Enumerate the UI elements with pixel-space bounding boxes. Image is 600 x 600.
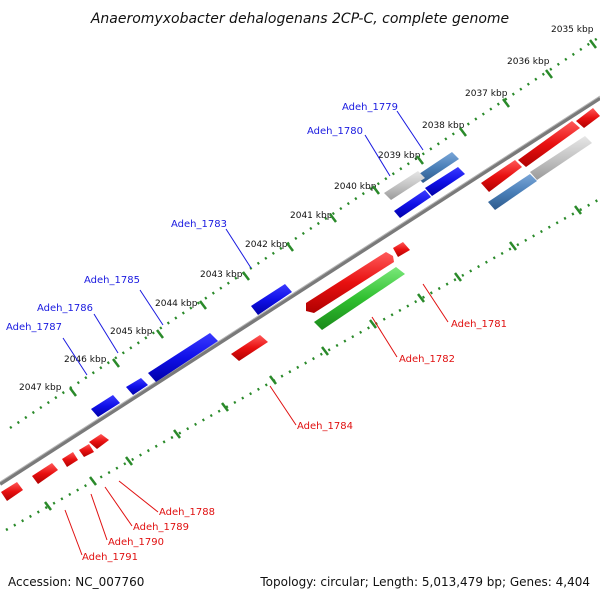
gene-adeh-1779[interactable] [416, 152, 459, 183]
tick-label-2043: 2043 kbp [200, 270, 243, 280]
tick-label-2040: 2040 kbp [334, 182, 377, 192]
tick-label-2046: 2046 kbp [64, 355, 107, 365]
genome-backbone-highlight [0, 95, 600, 483]
gene-adeh-1780[interactable] [384, 167, 465, 218]
gene-label-adeh-1785[interactable]: Adeh_1785 [84, 275, 140, 286]
gene-label-adeh-1780[interactable]: Adeh_1780 [307, 126, 363, 137]
minus-major-ticks [44, 205, 582, 511]
tick-label-2044: 2044 kbp [155, 299, 198, 309]
gene-adeh-1781[interactable] [306, 242, 410, 313]
plus-strand-tick-track [9, 36, 599, 430]
gene-label-adeh-1779[interactable]: Adeh_1779 [342, 102, 398, 113]
gene-label-adeh-1789[interactable]: Adeh_1789 [133, 522, 189, 533]
gene-adeh-1784[interactable] [231, 335, 268, 361]
gene-adeh-1783[interactable] [251, 284, 292, 315]
accession-text: Accession: NC_007760 [8, 575, 144, 589]
tick-label-2047: 2047 kbp [19, 383, 62, 393]
tick-label-2036: 2036 kbp [507, 57, 550, 67]
gene-label-adeh-1788[interactable]: Adeh_1788 [159, 507, 215, 518]
plus-major-ticks [69, 39, 597, 397]
map-title: Anaeromyxobacter dehalogenans 2CP-C, com… [90, 11, 509, 27]
gene-label-adeh-1787[interactable]: Adeh_1787 [6, 322, 62, 333]
tick-label-2039: 2039 kbp [378, 151, 421, 161]
tick-label-2037: 2037 kbp [465, 89, 508, 99]
gene-label-adeh-1791[interactable]: Adeh_1791 [82, 552, 138, 563]
minus-label-leaders [64, 283, 449, 556]
gene-group-adeh-1788-1791[interactable] [1, 434, 109, 501]
gene-adeh-1782[interactable] [314, 267, 405, 330]
gene-label-adeh-1783[interactable]: Adeh_1783 [171, 219, 227, 230]
gene-label-adeh-1790[interactable]: Adeh_1790 [108, 537, 164, 548]
gene-label-adeh-1786[interactable]: Adeh_1786 [37, 303, 93, 314]
gene-label-adeh-1784[interactable]: Adeh_1784 [297, 421, 353, 432]
gene-adeh-1785[interactable] [148, 333, 218, 382]
topology-summary-text: Topology: circular; Length: 5,013,479 bp… [259, 575, 590, 589]
minus-strand-tick-track [5, 198, 599, 532]
tick-label-2035: 2035 kbp [551, 25, 594, 35]
tick-label-2042: 2042 kbp [245, 240, 288, 250]
plus-label-leaders [62, 110, 424, 376]
gene-label-adeh-1782[interactable]: Adeh_1782 [399, 354, 455, 365]
tick-label-2041: 2041 kbp [290, 211, 333, 221]
gene-adeh-1786[interactable] [126, 378, 148, 395]
gene-topright-minus[interactable] [481, 108, 600, 210]
gene-adeh-1787[interactable] [91, 395, 120, 417]
tick-label-2038: 2038 kbp [422, 121, 465, 131]
tick-label-2045: 2045 kbp [110, 327, 153, 337]
genome-backbone [0, 96, 600, 486]
gene-label-adeh-1781[interactable]: Adeh_1781 [451, 319, 507, 330]
